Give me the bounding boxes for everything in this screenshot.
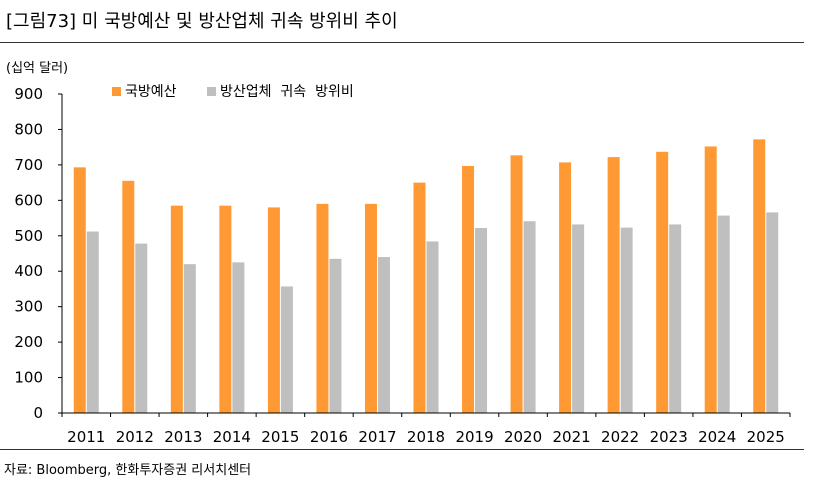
bar-defense-budget-2024 — [704, 146, 717, 414]
bar-defense-budget-2021 — [559, 162, 572, 413]
y-tick-label: 300 — [14, 298, 43, 316]
bar-defense-contractor-share-2024 — [717, 215, 730, 413]
x-tick-label: 2016 — [310, 428, 348, 446]
bar-defense-budget-2015 — [267, 207, 280, 413]
bar-defense-contractor-share-2015 — [280, 286, 293, 413]
bar-defense-contractor-share-2025 — [766, 212, 779, 413]
y-tick-label: 200 — [14, 333, 43, 351]
bar-defense-contractor-share-2013 — [183, 264, 196, 413]
bar-defense-budget-2019 — [462, 165, 475, 413]
y-axis-unit-label: (십억 달러) — [6, 61, 68, 76]
bar-defense-contractor-share-2016 — [329, 258, 342, 413]
source-divider — [0, 449, 804, 450]
bar-defense-budget-2013 — [170, 205, 183, 413]
x-tick-label: 2025 — [747, 428, 785, 446]
bar-defense-contractor-share-2020 — [523, 221, 536, 413]
y-tick-label: 700 — [14, 156, 43, 174]
bar-defense-budget-2025 — [753, 139, 766, 413]
y-tick-label: 600 — [14, 191, 43, 209]
bar-defense-contractor-share-2014 — [232, 262, 245, 413]
x-axis-ticks: 2011 2012 2013 2014 2015 2016 2017 2018 2019 2020… — [61, 413, 791, 446]
bar-defense-budget-2018 — [413, 182, 426, 413]
y-axis-ticks: 0 100 200 300 400 500 600 700 800 900 — [14, 85, 62, 422]
bar-defense-budget-2017 — [364, 203, 377, 413]
y-tick-label: 400 — [14, 262, 43, 280]
y-tick-label: 0 — [33, 404, 43, 422]
x-tick-label: 2012 — [116, 428, 154, 446]
legend-swatch-defense-contractor-share — [207, 87, 216, 96]
bar-defense-contractor-share-2021 — [572, 224, 585, 413]
y-tick-label: 100 — [14, 369, 43, 387]
legend-swatch-defense-budget — [112, 87, 121, 96]
bar-defense-budget-2014 — [219, 205, 232, 413]
x-tick-label: 2017 — [358, 428, 396, 446]
x-tick-label: 2019 — [455, 428, 493, 446]
legend: 국방예산 방산업체 귀속 방위비 — [112, 84, 354, 100]
figure-title: [그림73] 미 국방예산 및 방산업체 귀속 방위비 추이 — [6, 11, 398, 32]
bar-defense-contractor-share-2017 — [377, 257, 390, 413]
bar-defense-contractor-share-2022 — [620, 227, 633, 413]
legend-label-defense-contractor-share: 방산업체 귀속 방위비 — [220, 84, 354, 100]
y-tick-label: 500 — [14, 227, 43, 245]
x-tick-label: 2024 — [698, 428, 736, 446]
bar-defense-budget-2012 — [122, 180, 135, 413]
bar-defense-budget-2011 — [73, 167, 86, 413]
x-tick-label: 2018 — [407, 428, 445, 446]
bars-layer — [73, 139, 779, 414]
bar-defense-budget-2022 — [607, 157, 620, 413]
legend-label-defense-budget: 국방예산 — [125, 84, 177, 100]
bar-defense-contractor-share-2018 — [426, 241, 439, 413]
x-tick-label: 2015 — [261, 428, 299, 446]
title-divider — [0, 42, 804, 43]
x-tick-label: 2022 — [601, 428, 639, 446]
source-note: 자료: Bloomberg, 한화투자증권 리서치센터 — [4, 463, 252, 478]
x-tick-label: 2021 — [553, 428, 591, 446]
x-tick-label: 2020 — [504, 428, 542, 446]
y-tick-label: 900 — [14, 85, 43, 103]
bar-defense-budget-2016 — [316, 203, 329, 413]
x-tick-label: 2013 — [164, 428, 202, 446]
bar-defense-contractor-share-2023 — [669, 224, 682, 413]
bar-defense-budget-2020 — [510, 155, 523, 413]
bar-defense-contractor-share-2012 — [135, 243, 148, 413]
x-tick-label: 2023 — [650, 428, 688, 446]
bar-defense-budget-2023 — [656, 151, 669, 413]
x-tick-label: 2011 — [67, 428, 105, 446]
x-tick-label: 2014 — [213, 428, 251, 446]
y-tick-label: 800 — [14, 120, 43, 138]
bar-defense-contractor-share-2019 — [475, 227, 488, 413]
bar-defense-contractor-share-2011 — [86, 231, 99, 413]
